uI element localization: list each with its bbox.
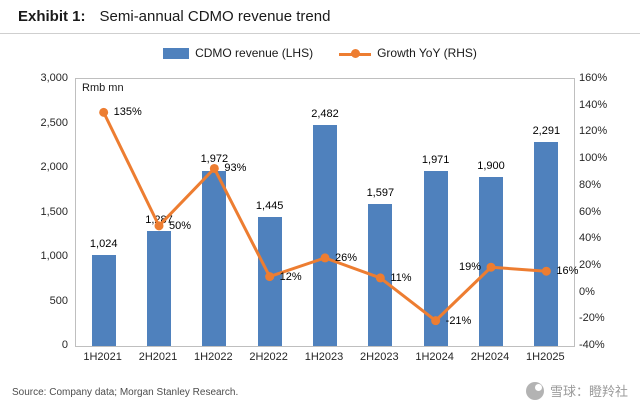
x-axis-category-label: 1H2021	[83, 351, 122, 363]
x-axis-category-label: 1H2024	[415, 351, 454, 363]
x-axis-category-label: 1H2023	[304, 351, 344, 363]
growth-line	[102, 111, 547, 323]
right-axis-tick-label: 40%	[579, 232, 602, 245]
bar-value-label: 1,971	[421, 153, 450, 166]
chart-legend: CDMO revenue (LHS) Growth YoY (RHS)	[0, 46, 640, 60]
left-axis-tick-label: 2,500	[40, 116, 68, 129]
title-divider	[0, 33, 640, 34]
line-marker-icon	[209, 163, 219, 173]
bar-value-label: 1,597	[366, 186, 395, 199]
growth-value-label: 93%	[224, 162, 247, 175]
line-marker-icon	[99, 107, 109, 117]
right-axis-tick-label: 60%	[579, 205, 602, 218]
bar-value-label: 1,445	[255, 200, 284, 213]
right-axis-tick-label: 80%	[579, 178, 602, 191]
bar-value-label: 2,291	[532, 125, 561, 138]
left-axis-tick-label: 1,000	[40, 250, 68, 262]
bar-value-label: 1,900	[477, 159, 505, 172]
watermark-text: 雪球：瞪羚社	[549, 384, 628, 399]
right-axis-tick-label: 160%	[579, 72, 608, 84]
growth-line-series	[99, 107, 551, 326]
plot-area: Rmb mn 1,024 1,287 1,972 1,445 2,482 1,597 1,9…	[75, 78, 579, 347]
line-series-swatch	[339, 48, 372, 59]
line-marker-icon	[541, 266, 551, 276]
line-marker-icon	[154, 221, 164, 231]
bar-value-label: 1,972	[200, 153, 229, 166]
bar	[479, 176, 503, 346]
bar-value-label: 2,482	[311, 108, 339, 121]
left-axis-tick-label: 0	[61, 339, 68, 351]
source-note: Source: Company data; Morgan Stanley Res…	[12, 387, 239, 398]
x-axis-category-label: 2H2024	[470, 351, 510, 363]
right-axis-tick-label: -40%	[579, 339, 605, 351]
xueqiu-logo-icon	[525, 381, 544, 400]
x-axis-category-label: 1H2022	[194, 351, 233, 363]
x-axis-category-label: 2H2022	[249, 351, 288, 363]
growth-value-label: 26%	[335, 251, 358, 264]
exhibit-label: Exhibit 1:	[18, 8, 86, 25]
growth-value-label: 19%	[458, 261, 481, 274]
line-marker-icon	[486, 262, 496, 272]
exhibit-title: Exhibit 1: Semi-annual CDMO revenue trend	[18, 8, 330, 25]
growth-value-label: 135%	[113, 106, 142, 119]
watermark: 雪球：瞪羚社	[525, 381, 628, 400]
growth-value-label: 12%	[279, 270, 302, 283]
line-marker-icon	[320, 253, 330, 263]
line-marker-icon	[265, 272, 275, 282]
left-axis-unit-label: Rmb mn	[82, 82, 124, 94]
bar	[202, 170, 227, 346]
bar	[257, 217, 282, 346]
left-axis-tick-label: 500	[49, 294, 68, 307]
bar	[534, 142, 559, 346]
legend-line-label: Growth YoY (RHS)	[377, 46, 477, 60]
right-axis-tick-label: -20%	[579, 312, 605, 325]
bar	[313, 125, 337, 346]
left-axis-tick-label: 1,500	[40, 205, 68, 218]
right-axis-tick-label: 20%	[579, 258, 602, 271]
line-swatch-marker-icon	[351, 48, 361, 58]
right-axis-tick-label: 120%	[579, 125, 608, 138]
left-axis-tick-label: 2,000	[40, 161, 68, 173]
right-axis-tick-label: 140%	[579, 98, 608, 111]
x-axis-category-label: 1H2025	[526, 351, 565, 363]
legend-item-bar: CDMO revenue (LHS)	[163, 46, 313, 60]
legend-item-line: Growth YoY (RHS)	[339, 46, 477, 60]
line-marker-icon	[375, 273, 385, 283]
growth-value-label: -21%	[445, 314, 472, 327]
x-axis-category-label: 2H2021	[138, 351, 178, 363]
right-axis-tick-label: 0%	[579, 285, 595, 298]
bar	[147, 231, 171, 346]
page-title: Semi-annual CDMO revenue trend	[99, 8, 331, 25]
right-axis-tick-label: 100%	[579, 152, 608, 165]
growth-value-label: 11%	[390, 271, 412, 284]
bar-value-label: 1,024	[89, 237, 118, 250]
growth-value-label: 50%	[169, 219, 192, 232]
legend-bar-label: CDMO revenue (LHS)	[195, 46, 314, 60]
x-axis-category-label: 2H2023	[360, 351, 399, 363]
growth-value-label: 16%	[556, 265, 579, 278]
left-axis-tick-label: 3,000	[40, 72, 68, 84]
bar	[91, 254, 116, 346]
line-marker-icon	[431, 316, 441, 326]
bar-series-swatch	[163, 47, 190, 59]
